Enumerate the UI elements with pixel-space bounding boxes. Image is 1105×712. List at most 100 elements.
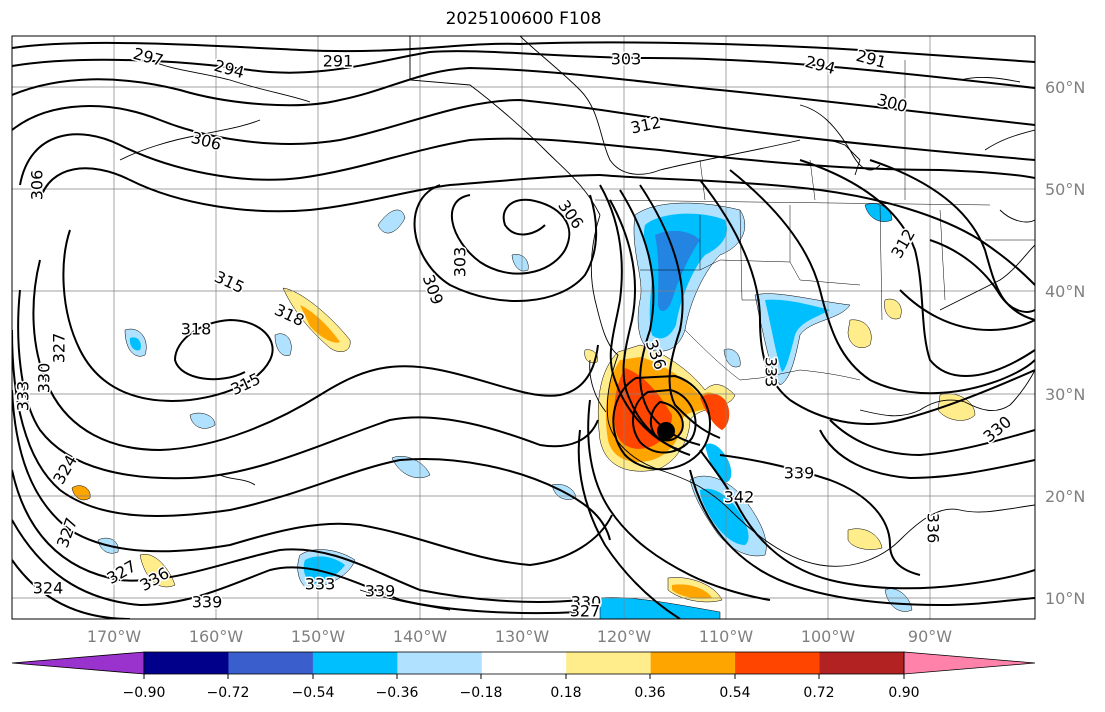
colorbar-segment	[650, 652, 736, 674]
contour-label: 333	[305, 575, 336, 594]
colorbar-tick-label: 0.90	[888, 685, 919, 701]
contour-label: 327	[570, 602, 601, 621]
colorbar-segment	[228, 652, 314, 674]
positive-anomaly-patch	[300, 305, 340, 343]
contour-label: 306	[28, 170, 47, 201]
negative-anomaly-patch	[274, 333, 292, 356]
contour-label: 291	[323, 52, 354, 71]
lon-label: 100°W	[801, 627, 856, 646]
latitude-labels: 60°N 50°N 40°N 30°N 20°N 10°N	[1045, 78, 1085, 608]
lon-label: 120°W	[597, 627, 652, 646]
positive-anomaly-patch	[672, 584, 712, 599]
lon-label: 150°W	[291, 627, 346, 646]
graticule	[12, 36, 1035, 619]
positive-anomaly-patch	[884, 298, 902, 320]
colorbar-segment	[819, 652, 905, 674]
positive-anomaly-patch	[700, 393, 730, 430]
colorbar-extend-high	[903, 651, 1036, 675]
contour-label: 309	[419, 272, 447, 307]
negative-anomaly-patch	[129, 337, 141, 351]
lon-label: 140°W	[393, 627, 448, 646]
colorbar: −0.90 −0.72 −0.54 −0.36 −0.18 0.18 0.36 0.54 0.7…	[11, 651, 1036, 701]
lon-label: 160°W	[189, 627, 244, 646]
lat-label: 40°N	[1045, 282, 1085, 301]
contour-label: 318	[181, 320, 212, 339]
lon-label: 170°W	[87, 627, 142, 646]
negative-anomaly-patch	[705, 443, 732, 483]
colorbar-segment	[397, 652, 483, 674]
contour-label: 333	[14, 381, 33, 412]
contour-label: 339	[784, 464, 815, 483]
colorbar-tick-label: −0.36	[376, 685, 419, 701]
colorbar-segment	[481, 652, 567, 674]
contour-label: 342	[724, 488, 755, 507]
contour-label: 315	[212, 267, 248, 297]
lat-label: 20°N	[1045, 487, 1085, 506]
coastlines	[119, 36, 1035, 611]
positive-anomaly-patch	[71, 485, 91, 501]
contour-label: 324	[49, 452, 81, 488]
contour-label: 306	[189, 128, 223, 154]
negative-anomaly-patch	[700, 488, 749, 545]
colorbar-extend-low	[11, 651, 145, 675]
contour-label: 339	[365, 582, 396, 601]
map-title: 2025100600 F108	[445, 9, 602, 29]
colorbar-tick-label: −0.90	[123, 685, 166, 701]
contour-lines	[12, 41, 1035, 619]
longitude-labels: 170°W 160°W 150°W 140°W 130°W 120°W 110°…	[87, 627, 952, 646]
contour-label: 297	[131, 44, 165, 70]
negative-anomaly-patch	[884, 588, 913, 612]
contour-label: 330	[571, 593, 602, 612]
contour-label: 336	[924, 513, 943, 544]
colorbar-tick-label: 0.72	[803, 685, 834, 701]
lat-label: 60°N	[1045, 78, 1085, 97]
colorbar-tick-label: 0.18	[550, 685, 581, 701]
lon-label: 130°W	[495, 627, 550, 646]
contour-label: 333	[762, 357, 781, 388]
colorbar-segment	[735, 652, 821, 674]
shading-layer	[71, 202, 976, 619]
lat-label: 30°N	[1045, 385, 1085, 404]
colorbar-tick-label: 0.54	[719, 685, 750, 701]
contour-label: 312	[887, 226, 919, 262]
contour-label: 330	[980, 412, 1016, 446]
colorbar-tick-label: −0.54	[292, 685, 335, 701]
negative-anomaly-patch	[303, 556, 345, 584]
negative-anomaly-patch	[599, 597, 721, 619]
lat-label: 50°N	[1045, 180, 1085, 199]
contour-label: 327	[104, 556, 140, 588]
contour-label: 327	[53, 515, 81, 550]
colorbar-segment	[312, 652, 398, 674]
negative-anomaly-patch	[377, 209, 406, 234]
contour-label: 330	[35, 363, 54, 394]
negative-anomaly-patch	[864, 203, 893, 222]
contour-label: 294	[803, 52, 837, 78]
map-frame	[11, 35, 1036, 620]
negative-anomaly-patch	[391, 456, 431, 479]
colorbar-tick-label: −0.18	[460, 685, 503, 701]
contour-label: 339	[192, 593, 223, 612]
colorbar-frame	[143, 651, 905, 675]
contour-label: 327	[50, 333, 69, 364]
lat-label: 10°N	[1045, 589, 1085, 608]
positive-anomaly-patch	[847, 528, 883, 550]
negative-anomaly-patch	[511, 254, 529, 272]
positive-anomaly-patch	[847, 319, 872, 348]
colorbar-segment	[566, 652, 652, 674]
contour-label: 324	[33, 579, 64, 598]
contour-label: 306	[554, 196, 587, 232]
contour-label: 300	[875, 90, 909, 116]
storm-center-marker	[657, 422, 675, 440]
negative-anomaly-patch	[189, 412, 216, 429]
colorbar-tick-label: −0.72	[207, 685, 250, 701]
colorbar-segment	[144, 652, 229, 674]
contour-label: 303	[451, 247, 470, 278]
political-boundaries	[594, 60, 1035, 381]
negative-anomaly-patch	[723, 348, 741, 368]
contour-label: 336	[137, 563, 173, 595]
lon-label: 90°W	[908, 627, 952, 646]
lon-label: 110°W	[699, 627, 754, 646]
negative-anomaly-patch	[765, 299, 830, 372]
contour-label: 303	[611, 50, 642, 69]
